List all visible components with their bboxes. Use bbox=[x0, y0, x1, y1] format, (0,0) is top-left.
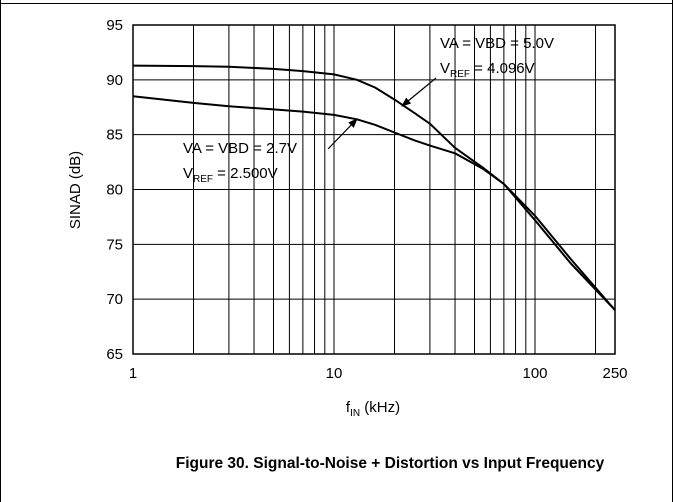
y-tick-label: 65 bbox=[106, 346, 123, 363]
x-axis-label: fIN (kHz) bbox=[346, 399, 400, 419]
annotation: VA = VBD = 5.0V bbox=[440, 35, 554, 52]
annotation-sub: REF bbox=[450, 69, 470, 80]
y-tick-label: 80 bbox=[106, 182, 123, 199]
annotation-rest: = 4.096V bbox=[470, 60, 535, 77]
y-tick-label: 90 bbox=[106, 72, 123, 89]
annotation: VREF = 4.096V bbox=[440, 60, 535, 80]
y-tick-label: 75 bbox=[106, 236, 123, 253]
x-label-sub: IN bbox=[350, 408, 360, 419]
annotation-main: V bbox=[183, 165, 193, 182]
y-tick-label: 85 bbox=[106, 127, 123, 144]
x-tick-label: 250 bbox=[602, 365, 627, 382]
annotation-arrow bbox=[401, 77, 437, 107]
x-tick-label: 1 bbox=[129, 365, 137, 382]
plot-frame bbox=[132, 24, 616, 355]
annotation-rest: = 2.500V bbox=[213, 165, 278, 182]
annotation: VA = VBD = 2.7V bbox=[183, 140, 297, 157]
y-axis-label: SINAD (dB) bbox=[67, 151, 84, 229]
line-series bbox=[132, 95, 616, 311]
x-label-rest: (kHz) bbox=[360, 399, 400, 416]
annotation-arrow bbox=[327, 118, 358, 150]
x-tick-label: 10 bbox=[326, 365, 343, 382]
y-tick-label: 70 bbox=[106, 291, 123, 308]
y-tick-label: 95 bbox=[106, 17, 123, 34]
annotation-sub: REF bbox=[193, 174, 213, 185]
line-series bbox=[132, 64, 616, 311]
x-label-main: f bbox=[346, 399, 351, 416]
caption: Figure 30. Signal-to-Noise + Distortion … bbox=[176, 455, 605, 472]
annotation: VREF = 2.500V bbox=[183, 165, 278, 185]
x-tick-label: 100 bbox=[522, 365, 547, 382]
annotation-main: V bbox=[440, 60, 450, 77]
